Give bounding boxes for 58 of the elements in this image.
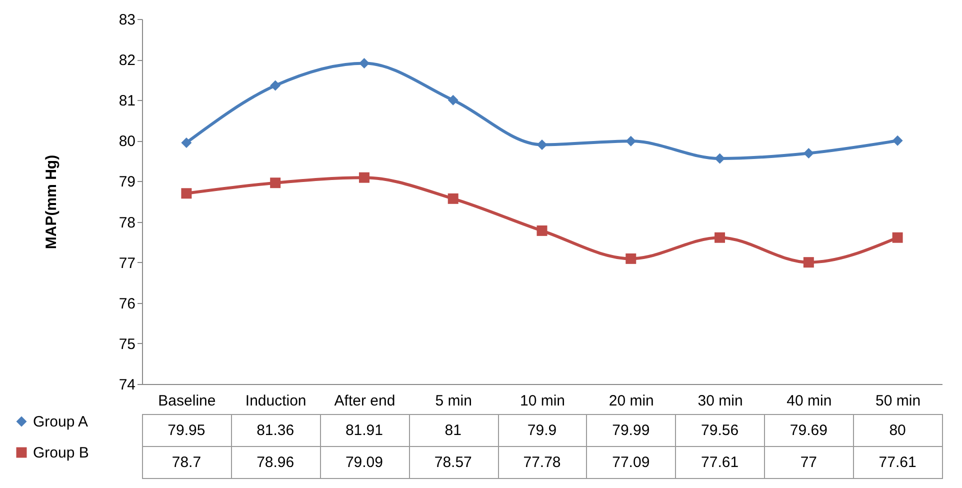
data-label: 77.78 <box>523 454 561 471</box>
data-label: 79.99 <box>612 422 650 439</box>
x-tick-label: After end <box>334 392 396 410</box>
data-label: 80 <box>889 422 906 439</box>
point <box>803 257 814 268</box>
point <box>270 80 281 91</box>
point <box>448 193 458 204</box>
x-tick-label: 50 min <box>876 392 921 410</box>
point <box>358 172 370 183</box>
data-label: 77.61 <box>701 454 739 471</box>
data-label: 79.69 <box>790 422 828 439</box>
y-tick-label: 80 <box>118 133 136 150</box>
y-tick-label: 79 <box>118 174 136 191</box>
point <box>181 188 192 199</box>
point <box>892 135 903 146</box>
point <box>714 232 726 243</box>
legend-label: Group A <box>33 414 88 430</box>
data-label: 79.09 <box>345 454 383 471</box>
y-tick-label: 77 <box>118 254 136 272</box>
point <box>714 153 726 164</box>
data-label: 79.9 <box>527 422 557 439</box>
data-label: 79.56 <box>701 422 739 439</box>
x-tick-label: 10 min <box>520 392 566 410</box>
point <box>448 94 458 106</box>
y-tick-label: 83 <box>118 12 136 28</box>
legend-label: Group B <box>33 444 89 462</box>
point <box>536 139 548 150</box>
y-tick-label: 75 <box>118 336 136 353</box>
point <box>803 148 814 158</box>
point <box>626 253 636 264</box>
point <box>892 232 903 243</box>
y-axis-title: MAP(mm Hg) <box>42 154 60 250</box>
x-tick-label: Baseline <box>158 392 216 410</box>
x-tick-label: 20 min <box>608 392 654 410</box>
y-tick-label: 74 <box>118 376 136 394</box>
data-label: 81.36 <box>256 422 294 439</box>
y-tick-label: 76 <box>118 295 136 312</box>
point <box>358 58 370 68</box>
x-tick-label: Induction <box>245 392 306 410</box>
x-tick-label: 40 min <box>786 392 832 410</box>
data-label: 79.95 <box>168 422 206 439</box>
y-tick-label: 81 <box>118 92 136 110</box>
x-tick-label: 30 min <box>698 392 743 410</box>
point <box>536 225 548 236</box>
y-tick-label: 78 <box>118 214 136 232</box>
data-label: 78.57 <box>434 454 472 471</box>
point <box>626 136 636 146</box>
data-label: 77.61 <box>878 454 916 471</box>
point <box>270 178 281 188</box>
point <box>181 137 192 148</box>
data-label: 77 <box>800 454 818 471</box>
data-label: 78.7 <box>172 454 202 471</box>
data-label: 77.09 <box>612 454 650 471</box>
y-tick-label: 82 <box>118 52 136 70</box>
data-label: 81.91 <box>345 422 383 439</box>
data-label: 78.96 <box>256 454 294 471</box>
x-tick-label: 5 min <box>435 392 472 410</box>
data-label: 81 <box>444 422 462 439</box>
